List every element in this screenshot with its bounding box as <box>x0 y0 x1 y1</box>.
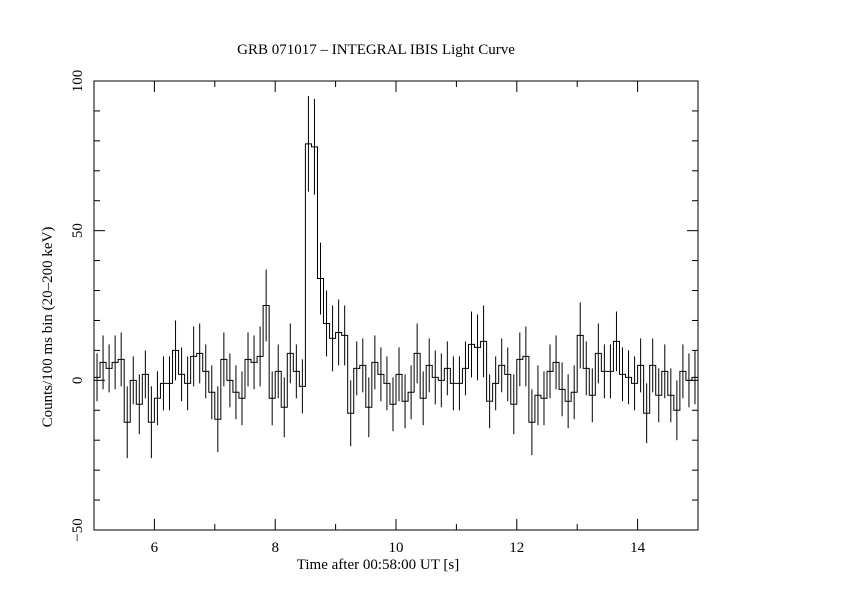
data-layer <box>94 95 698 459</box>
x-tick-label: 14 <box>630 540 646 556</box>
light-curve-step <box>94 143 698 423</box>
x-tick-label: 12 <box>509 540 524 556</box>
x-tick-label: 8 <box>271 540 279 556</box>
x-tick-label: 6 <box>151 540 159 556</box>
axis-layer: 6 8 10 12 14 −50 0 50 100 <box>70 70 699 556</box>
x-tick-label: 10 <box>389 540 404 556</box>
plot-frame <box>93 80 699 531</box>
y-tick-label: −50 <box>70 518 86 541</box>
y-axis-label: Counts/100 ms bin (20–200 keV) <box>40 227 56 428</box>
x-axis-label: Time after 00:58:00 UT [s] <box>297 557 460 573</box>
chart-title: GRB 071017 – INTEGRAL IBIS Light Curve <box>237 42 515 58</box>
y-tick-label: 0 <box>70 377 86 385</box>
y-tick-label: 100 <box>70 70 86 93</box>
y-tick-label: 50 <box>70 223 86 238</box>
